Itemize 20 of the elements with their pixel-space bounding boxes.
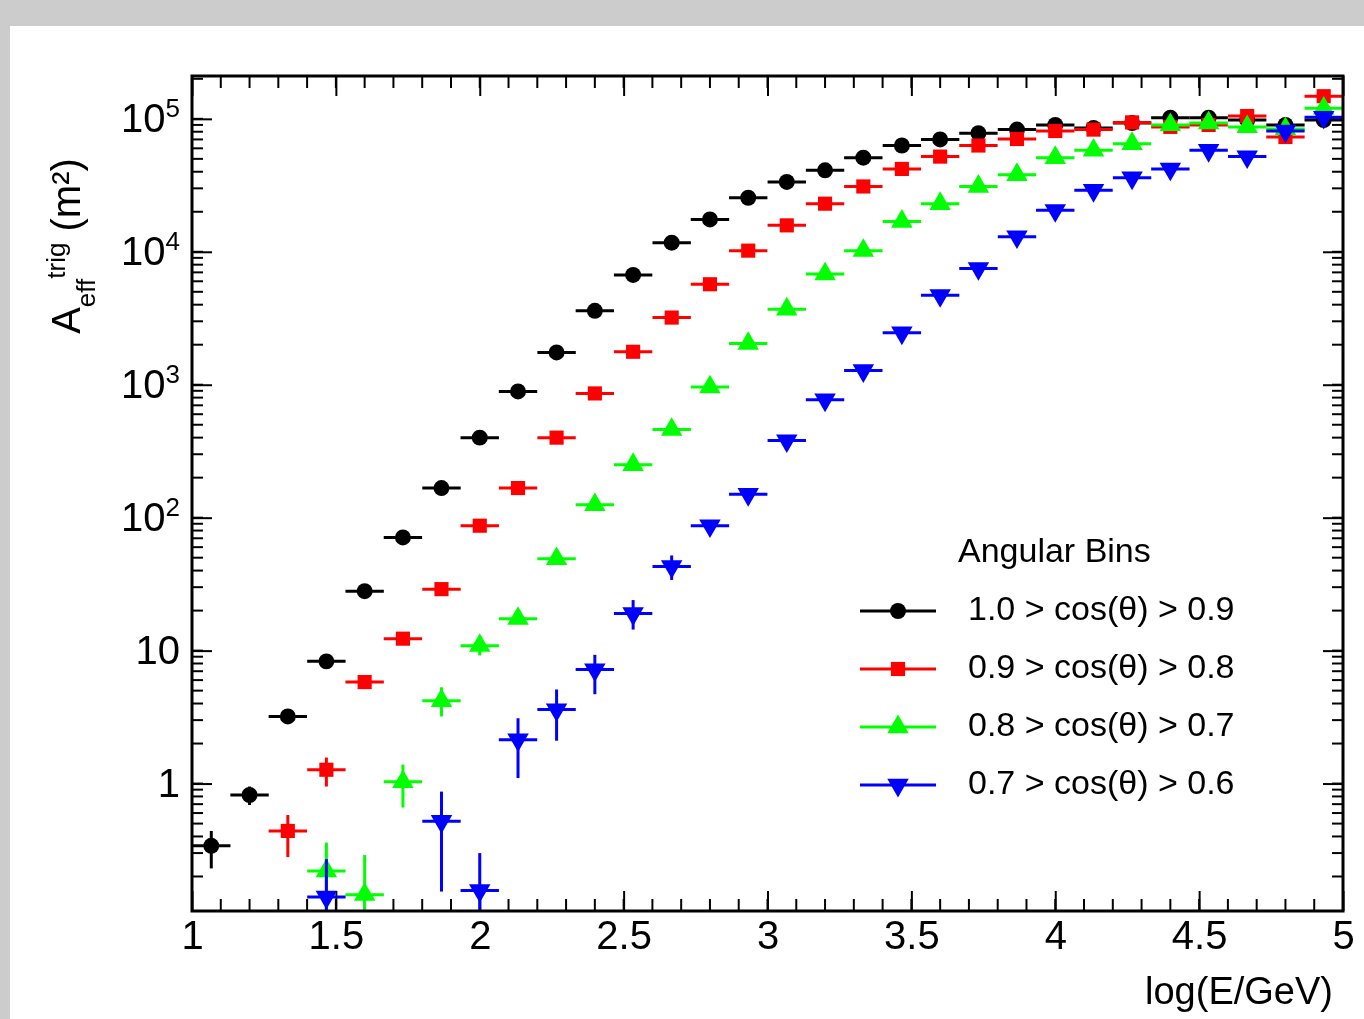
x-tick-label: 4	[1044, 913, 1067, 958]
x-tick-label: 3	[756, 913, 780, 958]
legend-label: 0.9 > cos(θ) > 0.8	[968, 646, 1235, 685]
x-tick-label: 2.5	[596, 913, 652, 958]
legend-title: Angular Bins	[958, 530, 1151, 569]
legend-label: 0.7 > cos(θ) > 0.6	[968, 762, 1235, 801]
legend-label: 0.8 > cos(θ) > 0.7	[968, 704, 1235, 743]
y-tick-label: 10	[135, 627, 180, 672]
y-tick-label: 10$^{3}$	[121, 359, 180, 407]
x-tick-label: 2	[469, 913, 492, 958]
y-tick-label: 10$^{4}$	[121, 226, 180, 274]
y-tick-label: 10$^{5}$	[121, 93, 180, 141]
legend-label: 1.0 > cos(θ) > 0.9	[968, 588, 1235, 627]
x-tick-label: 4.5	[1171, 913, 1228, 958]
y-tick-label: 1	[157, 760, 180, 805]
x-tick-label: 3.5	[884, 913, 940, 958]
y-tick-label: 10$^{2}$	[121, 491, 180, 539]
x-tick-label: 5	[1332, 913, 1355, 958]
x-axis-title: log(E/GeV)	[1145, 970, 1333, 1012]
x-tick-label: 1.5	[308, 913, 365, 958]
